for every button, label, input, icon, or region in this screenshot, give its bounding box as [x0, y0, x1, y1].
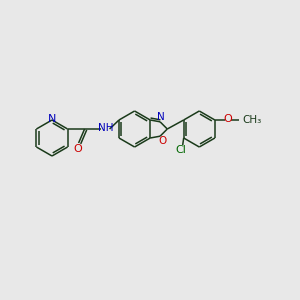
Text: Cl: Cl [175, 145, 186, 155]
Text: O: O [73, 144, 82, 154]
Text: N: N [157, 112, 165, 122]
Text: NH: NH [98, 123, 113, 133]
Text: O: O [158, 136, 166, 146]
Text: N: N [48, 115, 56, 124]
Text: CH₃: CH₃ [243, 115, 262, 125]
Text: O: O [224, 114, 232, 124]
